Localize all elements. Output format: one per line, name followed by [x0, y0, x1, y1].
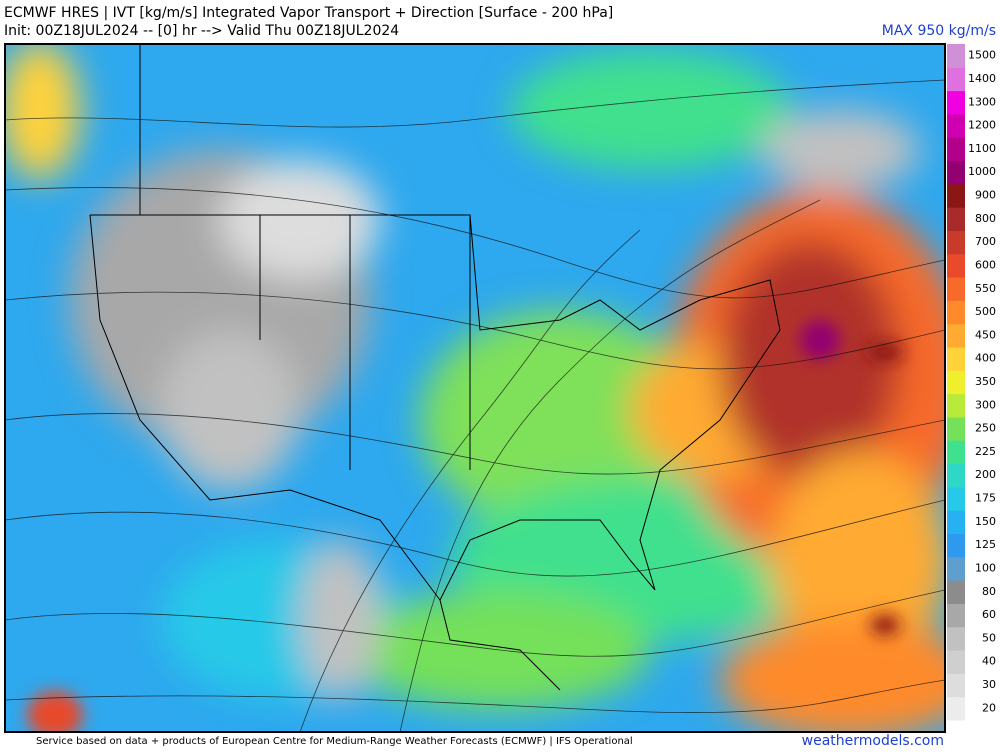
colorbar: 20 30 40 50 60 80 100 125 150 175 200 225 250 300 350 4… [947, 44, 996, 721]
colorbar-swatch [947, 440, 965, 465]
colorbar-swatch [947, 463, 965, 488]
colorbar-swatch [947, 277, 965, 301]
colorbar-swatch [947, 347, 965, 371]
colorbar-label: 30 [982, 678, 996, 691]
max-label: MAX 950 kg/m/s [882, 23, 996, 39]
colorbar-label: 225 [975, 445, 996, 458]
colorbar-swatch [947, 323, 965, 348]
colorbar-label: 300 [975, 398, 996, 411]
colorbar-label: 40 [982, 655, 996, 668]
colorbar-swatch [947, 650, 965, 674]
colorbar-label: 100 [975, 561, 996, 574]
colorbar-label: 50 [982, 631, 996, 644]
colorbar-label: 1500 [968, 49, 996, 62]
colorbar-swatch [947, 253, 965, 278]
colorbar-label: 400 [975, 352, 996, 365]
colorbar-label: 60 [982, 608, 996, 621]
colorbar-label: 1100 [968, 142, 996, 155]
colorbar-label: 1000 [968, 165, 996, 178]
colorbar-label: 1200 [968, 119, 996, 132]
colorbar-label: 600 [975, 258, 996, 271]
colorbar-label: 500 [975, 305, 996, 318]
title: ECMWF HRES | IVT [kg/m/s] Integrated Vap… [4, 5, 613, 21]
colorbar-swatch [947, 370, 965, 395]
colorbar-swatch [947, 44, 965, 68]
colorbar-swatch [947, 67, 965, 92]
colorbar-swatch [947, 230, 965, 255]
colorbar-label: 900 [975, 189, 996, 202]
colorbar-swatch [947, 533, 965, 558]
colorbar-swatch [947, 580, 965, 604]
colorbar-swatch [947, 486, 965, 511]
colorbar-label: 450 [975, 328, 996, 341]
colorbar-label: 1300 [968, 95, 996, 108]
colorbar-swatch [947, 137, 965, 162]
colorbar-swatch [947, 603, 965, 628]
colorbar-swatch [947, 556, 965, 581]
site-link[interactable]: weathermodels.com [802, 733, 944, 749]
colorbar-swatch [947, 673, 965, 698]
colorbar-label: 250 [975, 422, 996, 435]
colorbar-swatch [947, 160, 965, 185]
colorbar-swatch [947, 510, 965, 535]
subtitle: Init: 00Z18JUL2024 -- [0] hr --> Valid T… [4, 23, 399, 39]
colorbar-swatch [947, 696, 965, 721]
colorbar-swatch [947, 626, 965, 651]
colorbar-label: 350 [975, 375, 996, 388]
colorbar-label: 20 [982, 701, 996, 714]
colorbar-label: 80 [982, 585, 996, 598]
colorbar-swatch [947, 113, 965, 138]
map-frame [4, 43, 946, 733]
colorbar-swatch [947, 416, 965, 441]
colorbar-label: 200 [975, 468, 996, 481]
colorbar-swatch [947, 183, 965, 208]
colorbar-label: 125 [975, 538, 996, 551]
colorbar-swatch [947, 90, 965, 115]
colorbar-label: 175 [975, 492, 996, 505]
colorbar-label: 700 [975, 235, 996, 248]
colorbar-swatch [947, 300, 965, 325]
colorbar-label: 150 [975, 515, 996, 528]
colorbar-label: 1400 [968, 72, 996, 85]
colorbar-swatch [947, 207, 965, 231]
credit: Service based on data + products of Euro… [36, 736, 633, 747]
colorbar-label: 800 [975, 212, 996, 225]
colorbar-label: 550 [975, 282, 996, 295]
ivt-field [5, 44, 945, 732]
colorbar-swatch [947, 393, 965, 418]
